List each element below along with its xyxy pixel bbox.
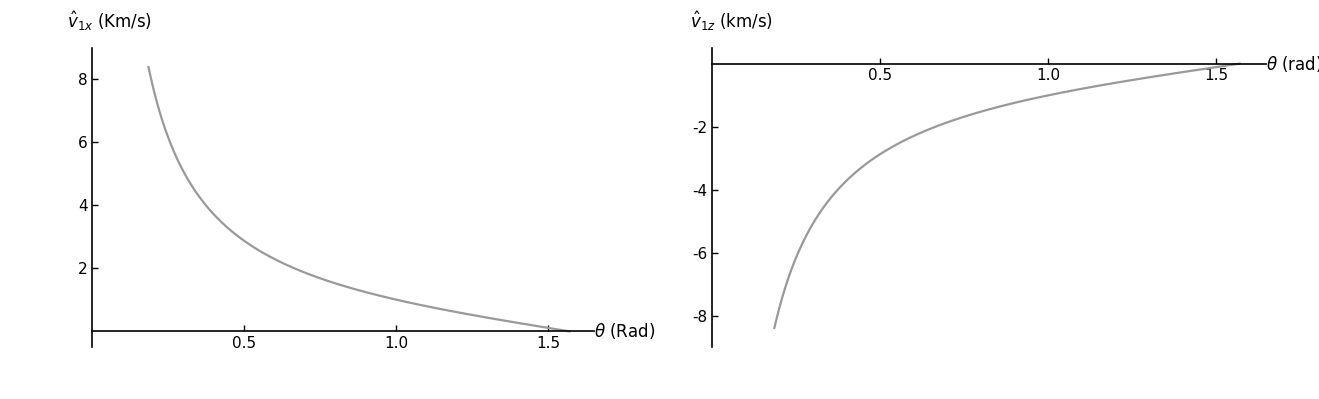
Text: $\theta$ (Rad): $\theta$ (Rad) [594,321,654,342]
Text: $\hat{v}_{1x}$ (Km/s): $\hat{v}_{1x}$ (Km/s) [67,9,152,33]
Text: $\hat{v}_{1z}$ (km/s): $\hat{v}_{1z}$ (km/s) [690,9,773,33]
Text: $\theta$ (rad): $\theta$ (rad) [1266,53,1319,74]
